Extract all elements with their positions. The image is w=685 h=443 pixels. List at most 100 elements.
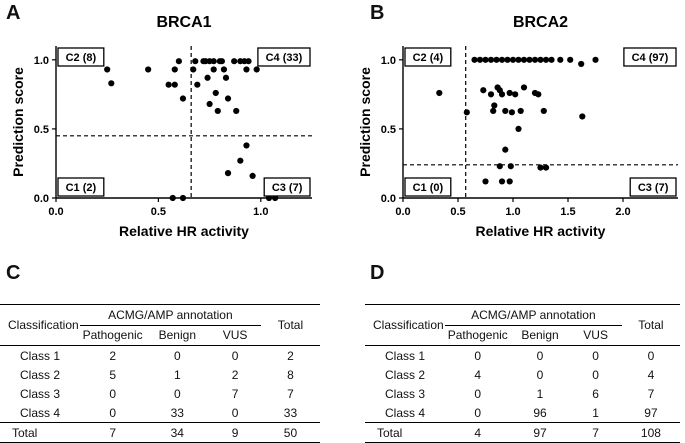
data-point <box>225 95 231 101</box>
classification-table-c: Classification ACMG/AMP annotation Total… <box>0 304 320 443</box>
table-cell: 1 <box>145 365 209 384</box>
table-cell: 7 <box>569 423 621 443</box>
data-point <box>204 75 210 81</box>
table-cell: 4 <box>622 365 680 384</box>
data-point <box>245 58 251 64</box>
data-point <box>504 57 510 63</box>
data-point <box>502 147 508 153</box>
y-tick-label: 0.5 <box>381 124 396 136</box>
data-point <box>464 109 470 115</box>
x-tick-label: 0.0 <box>395 206 410 218</box>
x-axis-label: Relative HR activity <box>476 223 606 239</box>
classification-table-d: Classification ACMG/AMP annotation Total… <box>365 304 680 443</box>
table-header-classification: Classification <box>365 305 445 346</box>
table-cell: 0 <box>80 403 146 423</box>
table-subheader: Benign <box>145 325 209 346</box>
table-cell: 33 <box>145 403 209 423</box>
table-cell: 97 <box>511 423 570 443</box>
table-cell: 50 <box>261 423 320 443</box>
data-point <box>243 66 249 72</box>
data-point <box>436 90 442 96</box>
data-point <box>515 57 521 63</box>
data-point <box>521 57 527 63</box>
data-point <box>254 66 260 72</box>
table-header-total: Total <box>261 305 320 346</box>
y-tick-label: 0.5 <box>34 124 49 136</box>
table-header-total: Total <box>622 305 680 346</box>
x-tick-label: 0.0 <box>48 206 63 218</box>
row-label: Total <box>0 423 80 443</box>
x-tick-label: 2.0 <box>615 206 630 218</box>
data-point <box>172 82 178 88</box>
table-row: Class 1 2 0 0 2 <box>0 346 320 366</box>
data-point <box>490 108 496 114</box>
data-point <box>543 57 549 63</box>
data-point <box>471 57 477 63</box>
y-tick-label: 1.0 <box>34 55 49 67</box>
y-axis-label: Prediction score <box>10 67 26 177</box>
data-point <box>166 82 172 88</box>
data-point <box>223 75 229 81</box>
data-point <box>507 178 513 184</box>
x-tick-label: 0.5 <box>450 206 465 218</box>
table-subheader: VUS <box>569 325 621 346</box>
data-point <box>194 82 200 88</box>
data-point <box>219 58 225 64</box>
x-tick-label: 1.0 <box>505 206 520 218</box>
quadrant-label-bottom-right: C3 (7) <box>638 182 669 194</box>
chart-title: BRCA2 <box>513 14 568 31</box>
data-point <box>233 108 239 114</box>
quadrant-label-top-left: C2 (8) <box>66 52 97 64</box>
table-cell: 1 <box>569 403 621 423</box>
data-point <box>578 61 584 67</box>
table-cell: 2 <box>80 346 146 366</box>
table-cell: 9 <box>209 423 261 443</box>
data-point <box>488 91 494 97</box>
quadrant-label-top-right: C4 (33) <box>266 52 303 64</box>
table-cell: 2 <box>261 346 320 366</box>
table-cell: 7 <box>622 384 680 403</box>
quadrant-label-bottom-left: C1 (2) <box>66 182 97 194</box>
table-cell: 0 <box>80 384 146 403</box>
table-cell: 4 <box>445 365 511 384</box>
data-point <box>180 195 186 201</box>
data-point <box>548 57 554 63</box>
table-cell: 0 <box>445 346 511 366</box>
row-label: Class 3 <box>365 384 445 403</box>
brca1-scatter-chart: BRCA1 0.0 0.5 1.0 0.0 0.5 1.0 Relative HR activ… <box>0 0 330 250</box>
data-point <box>237 158 243 164</box>
data-point <box>213 90 219 96</box>
row-label: Class 3 <box>0 384 80 403</box>
data-point <box>231 58 237 64</box>
table-header-group: ACMG/AMP annotation <box>80 305 261 326</box>
data-point <box>532 57 538 63</box>
data-point <box>518 108 524 114</box>
table-row: Class 3 0 0 7 7 <box>0 384 320 403</box>
data-point <box>108 80 114 86</box>
table-cell: 2 <box>209 365 261 384</box>
table-cell: 0 <box>445 384 511 403</box>
table-total-row: Total 7 34 9 50 <box>0 423 320 443</box>
data-point <box>499 178 505 184</box>
y-axis-label: Prediction score <box>357 67 373 177</box>
table-subheader: Pathogenic <box>445 325 511 346</box>
data-point <box>512 91 518 97</box>
data-point <box>497 87 503 93</box>
data-point <box>488 57 494 63</box>
chart-title: BRCA1 <box>156 14 211 31</box>
data-point <box>535 91 541 97</box>
data-point <box>567 57 573 63</box>
data-point <box>508 163 514 169</box>
data-point <box>145 66 151 72</box>
data-point <box>482 57 488 63</box>
table-cell: 96 <box>511 403 570 423</box>
data-point <box>526 57 532 63</box>
table-cell: 0 <box>511 365 570 384</box>
row-label: Total <box>365 423 445 443</box>
table-subheader: VUS <box>209 325 261 346</box>
table-subheader: Benign <box>511 325 570 346</box>
data-point <box>225 170 231 176</box>
table-header-classification: Classification <box>0 305 80 346</box>
data-point <box>477 57 483 63</box>
data-point <box>499 57 505 63</box>
